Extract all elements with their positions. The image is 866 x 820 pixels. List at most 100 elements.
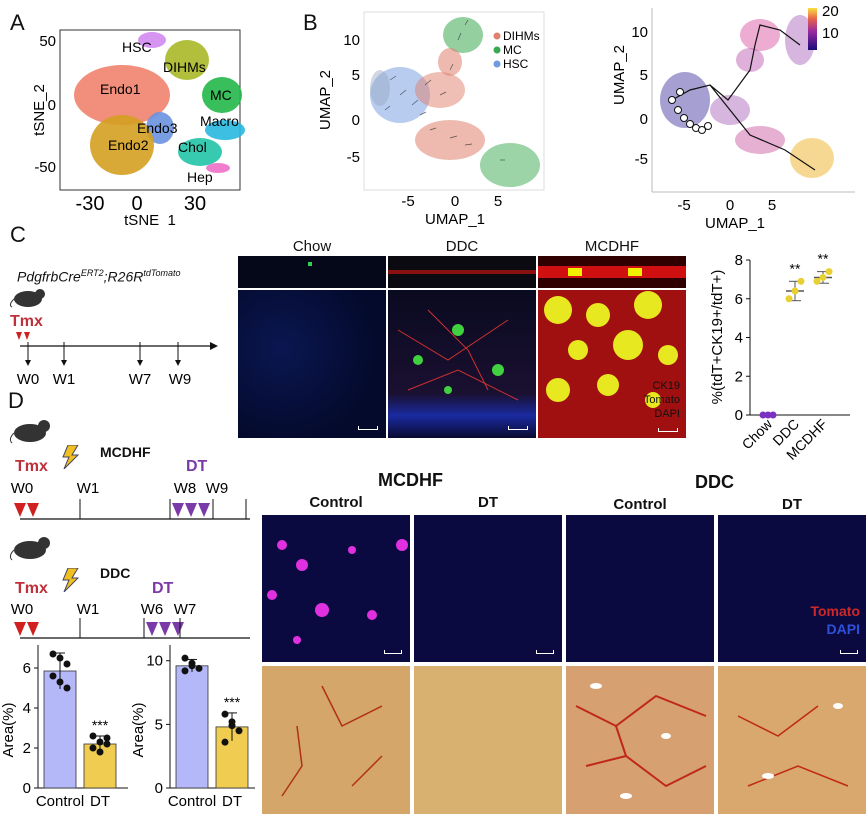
bar-point bbox=[181, 654, 189, 662]
bar-ytick-label: 5 bbox=[155, 716, 163, 733]
bar-ytick-label: 0 bbox=[155, 780, 163, 797]
tsne-ytick-0: 0 bbox=[48, 97, 56, 114]
umap-legend-dot-hsc bbox=[493, 60, 501, 68]
umap-pt-ytick-5: 5 bbox=[640, 67, 648, 84]
d-ddc-tmx: Tmx bbox=[15, 580, 48, 597]
sirius-ddc-control bbox=[566, 666, 714, 814]
pseudotime-colorbar-tick-20: 20 bbox=[822, 3, 839, 20]
if-mcdhf-control bbox=[262, 515, 410, 662]
d-ddc-week-w7: W7 bbox=[174, 601, 197, 618]
tsne-cluster-endo1 bbox=[74, 65, 170, 125]
umap-v-ytick-0: 0 bbox=[352, 112, 360, 129]
bar-xtick-label: Control bbox=[36, 793, 84, 810]
bar2-ylabel: Area(%) bbox=[130, 702, 147, 757]
tsne-ytick-neg50: -50 bbox=[34, 159, 56, 176]
chart-c-point bbox=[759, 411, 767, 419]
ddc-micrograph bbox=[388, 290, 536, 438]
umap-legend-mc: MC bbox=[503, 43, 522, 57]
umap-pt-ytick-0: 0 bbox=[640, 111, 648, 128]
tsne-label-macro: Macro bbox=[200, 113, 239, 129]
tsne-cluster-endo2 bbox=[90, 115, 154, 175]
umap-v-xtick-5: 5 bbox=[494, 193, 502, 210]
bar-point bbox=[181, 667, 189, 675]
d-mcdhf-diet-label: MCDHF bbox=[100, 444, 151, 460]
mcdhf-micrograph: CK19 Tomato DAPI bbox=[538, 290, 686, 438]
bar-xtick-label: DT bbox=[222, 793, 242, 810]
d-mcdhf-dt: DT bbox=[186, 458, 208, 475]
tsne-cluster-macro bbox=[205, 120, 245, 140]
umap-v-xtick-neg5: -5 bbox=[401, 193, 414, 210]
chart-c-xtick-label: Chow bbox=[738, 415, 775, 452]
lightning-icon-ddc bbox=[60, 567, 80, 597]
bar1-marks: Control *** DT bbox=[36, 650, 117, 810]
chart-c-significance: ** bbox=[818, 251, 829, 267]
tsne-clusters bbox=[74, 32, 245, 175]
umap-pt-ytick-10: 10 bbox=[631, 24, 648, 41]
d-ddc-week-w6: W6 bbox=[141, 601, 164, 618]
panel-c-week-w9: W9 bbox=[169, 371, 192, 388]
umap-v-ytick-5: 5 bbox=[352, 67, 360, 84]
umap-legend-hsc: HSC bbox=[503, 57, 529, 71]
chart-c-ylabel: %(tdT+CK19+/tdT+) bbox=[709, 270, 726, 405]
bar-significance: *** bbox=[92, 717, 109, 733]
d-header-ddc: DDC bbox=[695, 472, 734, 492]
mcdhf-ortho-strip bbox=[538, 256, 686, 288]
panel-label-c: C bbox=[10, 222, 26, 247]
chart-c-ytick-label: 6 bbox=[735, 291, 743, 308]
d-col-mcdhf-dt: DT bbox=[478, 494, 498, 511]
bar-ytick-label: 10 bbox=[146, 653, 163, 670]
lightning-icon-mcdhf bbox=[60, 444, 80, 474]
bar-point bbox=[228, 722, 236, 730]
umap-v-ytick-10: 10 bbox=[343, 32, 360, 49]
d-mcdhf-tmx: Tmx bbox=[15, 458, 48, 475]
bar-point bbox=[63, 684, 71, 692]
tsne-xtick-30: 30 bbox=[184, 193, 206, 215]
image-title-ddc: DDC bbox=[445, 238, 479, 255]
umap-pt-ylabel: UMAP_2 bbox=[611, 45, 628, 105]
bar-point bbox=[56, 654, 64, 662]
tsne-label-endo2: Endo2 bbox=[108, 137, 149, 153]
bar-point bbox=[103, 734, 111, 742]
genotype-label: PdgfrbCreERT2;R26RtdTomato bbox=[17, 268, 181, 285]
umap-pseudotime-nodes bbox=[668, 88, 712, 134]
panel-label-b: B bbox=[303, 10, 318, 35]
chart-c-ytick-label: 8 bbox=[735, 252, 743, 269]
bar-ytick-label: 4 bbox=[23, 700, 31, 717]
chart-c-ytick-label: 4 bbox=[735, 330, 743, 347]
bar-point bbox=[89, 744, 97, 752]
bar-control bbox=[43, 670, 77, 789]
tsne-xtick-0: 0 bbox=[131, 193, 142, 215]
d-col-mcdhf-control: Control bbox=[309, 494, 363, 511]
bar2-marks: Control *** DT bbox=[168, 654, 249, 810]
image-title-chow: Chow bbox=[292, 238, 332, 255]
d-ddc-week-w0: W0 bbox=[11, 601, 34, 618]
tsne-cluster-hep bbox=[206, 163, 230, 173]
chart-c-yticks: 0 2 4 6 8 bbox=[735, 252, 750, 424]
d-mcdhf-week-w8: W8 bbox=[174, 480, 197, 497]
tsne-label-hsc: HSC bbox=[122, 39, 152, 55]
d-mcdhf-week-w1: W1 bbox=[77, 480, 100, 497]
bar-control bbox=[175, 665, 209, 789]
tsne-label-chol: Chol bbox=[178, 139, 207, 155]
tsne-cluster-hsc bbox=[138, 32, 166, 48]
chart-c-point bbox=[813, 277, 821, 285]
panel-c-week-w0: W0 bbox=[17, 371, 40, 388]
tsne-xtick-neg30: -30 bbox=[76, 193, 105, 215]
chart-c-ytick-label: 2 bbox=[735, 368, 743, 385]
bar-ytick-label: 6 bbox=[23, 660, 31, 677]
tsne-cluster-dihms bbox=[165, 40, 209, 80]
bar-point bbox=[56, 678, 64, 686]
chart-c-ytick-label: 0 bbox=[735, 407, 743, 424]
mouse-icon bbox=[8, 285, 48, 309]
tsne-label-endo1: Endo1 bbox=[100, 81, 141, 97]
tsne-xlabel: tSNE_1 bbox=[124, 212, 176, 225]
d-ddc-timeline: W0 W1 W6 W7 bbox=[11, 601, 250, 639]
bar-point bbox=[188, 662, 196, 670]
umap-pseudotime-plot: 20 10 10 5 0 -5 -5 0 5 UMAP_1 UMAP_2 bbox=[611, 3, 855, 232]
if-ddc-dt: Tomato DAPI bbox=[718, 515, 866, 662]
umap-pseudotime-cells bbox=[660, 15, 834, 178]
umap-v-xtick-0: 0 bbox=[451, 193, 459, 210]
bar-point bbox=[63, 660, 71, 668]
umap-velocity-frame bbox=[363, 11, 545, 191]
